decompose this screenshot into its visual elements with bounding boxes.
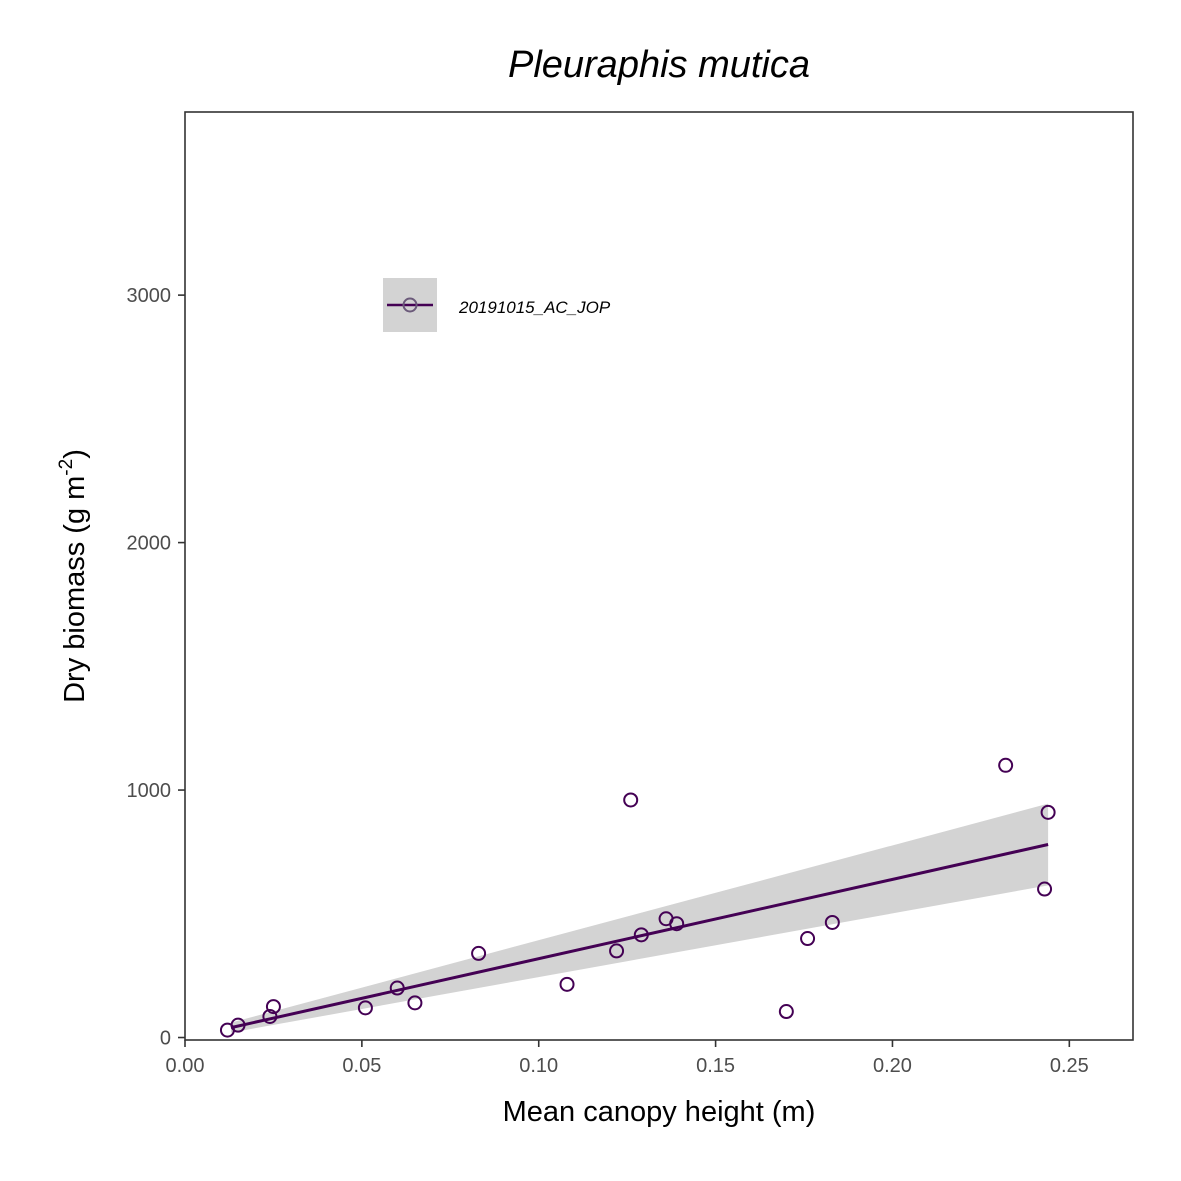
x-tick-label: 0.05 [342, 1055, 381, 1077]
data-points-layer [219, 757, 1056, 1038]
legend: 20191015_AC_JOP [383, 278, 611, 332]
y-axis-title: Dry biomass (g m-2) [56, 449, 91, 703]
legend-key-marker [402, 297, 418, 313]
x-axis: 0.00 0.05 0.10 0.15 0.20 0.25 [166, 1040, 1089, 1077]
data-point [471, 945, 487, 961]
x-tick-label: 0.20 [873, 1055, 912, 1077]
data-point [633, 927, 649, 943]
plot-border [184, 111, 1134, 1041]
y-tick-label: 3000 [127, 285, 172, 307]
data-point [1037, 881, 1053, 897]
y-axis-title-suffix: ) [59, 449, 91, 459]
data-point [389, 980, 405, 996]
data-point [800, 931, 816, 947]
data-point [230, 1017, 246, 1033]
data-point [265, 999, 281, 1015]
chart-title: Pleuraphis mutica [508, 44, 810, 86]
y-axis-title-main: Dry biomass (g m [59, 476, 91, 703]
legend-label: 20191015_AC_JOP [458, 298, 611, 317]
x-tick-label: 0.00 [166, 1055, 205, 1077]
y-tick-label: 2000 [127, 533, 172, 555]
data-point [407, 995, 423, 1011]
y-axis-title-superscript: -2 [56, 459, 77, 476]
data-point [778, 1004, 794, 1020]
data-point [623, 792, 639, 808]
data-point [998, 757, 1014, 773]
x-tick-label: 0.10 [519, 1055, 558, 1077]
y-tick-label: 0 [160, 1028, 171, 1050]
fit-line-layer [230, 843, 1049, 1030]
confidence-band-layer [230, 803, 1049, 1033]
plot-panel [185, 112, 1133, 1040]
data-point [559, 976, 575, 992]
y-axis: 0 1000 2000 3000 [127, 285, 185, 1050]
confidence-band [230, 803, 1049, 1033]
data-point [824, 914, 840, 930]
y-tick-label: 1000 [127, 780, 172, 802]
x-tick-label: 0.15 [696, 1055, 735, 1077]
data-point [609, 943, 625, 959]
data-point [669, 916, 685, 932]
data-point [357, 1000, 373, 1016]
x-tick-label: 0.25 [1050, 1055, 1089, 1077]
data-point [262, 1008, 278, 1024]
data-point [1040, 804, 1056, 820]
fit-line [230, 843, 1049, 1030]
x-axis-title: Mean canopy height (m) [503, 1096, 816, 1128]
